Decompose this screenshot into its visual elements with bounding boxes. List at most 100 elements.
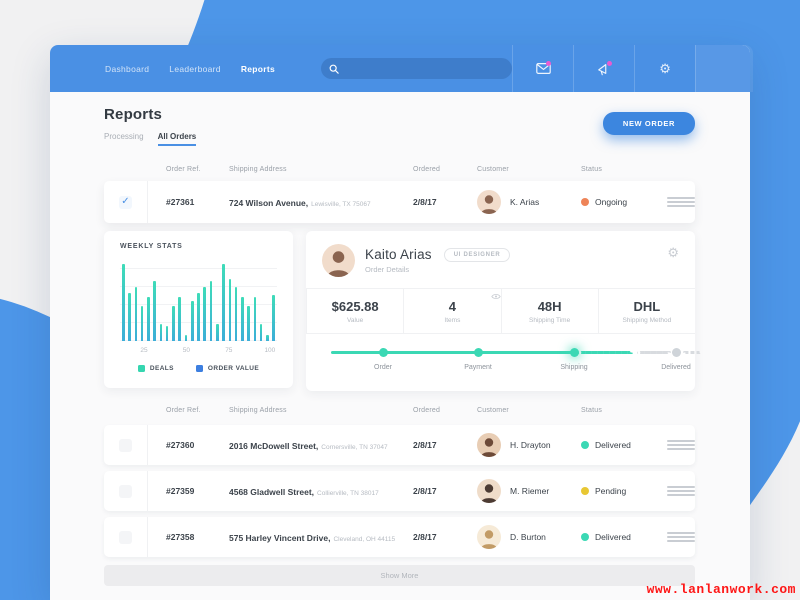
stat-shipping-method: DHL xyxy=(633,298,661,314)
search-icon xyxy=(329,64,339,74)
table-row[interactable]: ✓ #27361 724 Wilson Avenue, Lewisville, T… xyxy=(104,181,695,223)
weekly-stats-card: WEEKLY STATS 25 50 75 100 DEALS xyxy=(104,231,293,388)
mail-button[interactable] xyxy=(512,45,573,92)
order-ref: #27359 xyxy=(166,486,195,496)
status-badge: Delivered xyxy=(595,440,631,450)
status-dot xyxy=(581,487,589,495)
order-details-header: Kaito Arias UI DESIGNER Order Details ⚙ xyxy=(306,231,695,288)
watermark: www.lanlanwork.com xyxy=(646,582,796,597)
order-details-subtitle: Order Details xyxy=(365,265,410,274)
table-row[interactable]: ✓ #27360 2016 McDowell Street,Cornersvil… xyxy=(104,425,695,465)
settings-button[interactable]: ⚙ xyxy=(634,45,695,92)
order-ref: #27361 xyxy=(166,197,195,207)
middle-section: WEEKLY STATS 25 50 75 100 DEALS xyxy=(104,231,701,391)
chart-legend: DEALS ORDER VALUE xyxy=(120,365,277,372)
table-header: Order Ref. Shipping Address Ordered Cust… xyxy=(104,407,695,419)
stat-label: Shipping Time xyxy=(529,316,571,324)
tab-all-orders[interactable]: All Orders xyxy=(157,132,197,146)
progress-line-dotted-inactive xyxy=(683,351,701,354)
stat-label: Shipping Method xyxy=(622,316,672,324)
shipping-address-secondary: Cleveland, OH 44115 xyxy=(333,536,396,543)
shipping-address: 4568 Gladwell Street, xyxy=(229,487,315,497)
row-menu-icon[interactable] xyxy=(667,197,695,207)
status-dot xyxy=(581,441,589,449)
x-tick: 50 xyxy=(182,347,191,354)
column-status: Status xyxy=(581,407,603,414)
customer-name: M. Riemer xyxy=(510,486,550,496)
row-checkbox[interactable]: ✓ xyxy=(119,530,132,544)
avatar xyxy=(322,244,355,277)
customer-name: H. Drayton xyxy=(510,440,551,450)
progress-step-label: Order xyxy=(374,364,392,371)
tab-processing[interactable]: Processing xyxy=(104,132,144,141)
avatar xyxy=(477,479,501,503)
customer-full-name: Kaito Arias xyxy=(365,247,432,262)
progress-step-label: Delivered xyxy=(661,364,691,371)
status-badge: Ongoing xyxy=(595,197,628,207)
eye-icon xyxy=(491,293,501,300)
content-area: Reports Processing All Orders NEW ORDER … xyxy=(50,92,750,586)
progress-node-delivered xyxy=(672,348,681,357)
row-checkbox[interactable]: ✓ xyxy=(119,484,132,498)
ordered-date: 2/8/17 xyxy=(413,197,437,207)
status-dot xyxy=(581,198,589,206)
column-order-ref: Order Ref. xyxy=(166,166,201,173)
mail-notification-dot xyxy=(546,61,552,66)
progress-node-payment xyxy=(474,348,483,357)
progress-node-order xyxy=(379,348,388,357)
order-ref: #27358 xyxy=(166,532,195,542)
status-dot xyxy=(581,533,589,541)
column-customer: Customer xyxy=(477,166,509,173)
announcements-button[interactable] xyxy=(573,45,634,92)
check-icon: ✓ xyxy=(121,196,130,207)
gear-icon[interactable]: ⚙ xyxy=(667,245,679,260)
avatar xyxy=(477,433,501,457)
column-ordered: Ordered xyxy=(413,166,441,173)
stat-label: Items xyxy=(444,316,461,324)
avatar xyxy=(477,525,501,549)
column-order-ref: Order Ref. xyxy=(166,407,201,414)
column-status: Status xyxy=(581,166,603,173)
row-menu-icon[interactable] xyxy=(667,486,695,496)
table-row[interactable]: ✓ #27358 575 Harley Vincent Drive,Clevel… xyxy=(104,517,695,557)
legend-label-order-value: ORDER VALUE xyxy=(207,365,260,372)
nav-item-leaderboard[interactable]: Leaderboard xyxy=(169,63,221,74)
page-header: Reports Processing All Orders NEW ORDER xyxy=(104,106,695,146)
search-input[interactable] xyxy=(344,64,505,73)
row-checkbox[interactable]: ✓ xyxy=(119,195,132,209)
order-stats-row: $625.88 Value 4 Items 48H Shipping Time … xyxy=(306,288,695,334)
shipping-address: 724 Wilson Avenue, xyxy=(229,198,309,208)
weekly-stats-title: WEEKLY STATS xyxy=(120,243,183,250)
nav-item-dashboard[interactable]: Dashboard xyxy=(105,63,150,74)
customer-name: K. Arias xyxy=(510,197,540,207)
table-row[interactable]: ✓ #27359 4568 Gladwell Street,Colliervil… xyxy=(104,471,695,511)
stat-value: $625.88 xyxy=(331,298,379,314)
stat-items: 4 xyxy=(448,298,456,314)
x-tick: 100 xyxy=(264,347,276,354)
progress-line-dotted-active xyxy=(578,351,633,354)
new-order-button[interactable]: NEW ORDER xyxy=(602,112,695,135)
shipping-address: 2016 McDowell Street, xyxy=(229,441,319,451)
x-tick: 25 xyxy=(140,347,148,354)
nav-profile-cell[interactable] xyxy=(695,45,754,92)
column-shipping-address: Shipping Address xyxy=(229,166,287,173)
row-checkbox[interactable]: ✓ xyxy=(119,438,132,452)
legend-label-deals: DEALS xyxy=(149,365,174,372)
stat-shipping-time: 48H xyxy=(537,298,562,314)
row-menu-icon[interactable] xyxy=(667,532,695,542)
progress-step-label: Payment xyxy=(464,364,492,371)
search-bar[interactable] xyxy=(321,58,513,79)
top-nav: Dashboard Leaderboard Reports xyxy=(50,45,754,92)
avatar xyxy=(477,190,501,214)
shipping-address: 575 Harley Vincent Drive, xyxy=(229,533,331,543)
ordered-date: 2/8/17 xyxy=(413,486,437,496)
legend-swatch-order-value xyxy=(195,365,203,372)
progress-step-label: Shipping xyxy=(560,364,588,371)
show-more-button[interactable]: Show More xyxy=(104,565,695,586)
shipping-address-secondary: Collierville, TN 38017 xyxy=(317,490,379,497)
weekly-stats-chart xyxy=(120,264,277,341)
announcements-notification-dot xyxy=(607,61,613,66)
nav-item-reports[interactable]: Reports xyxy=(240,63,276,74)
customer-name: D. Burton xyxy=(510,532,546,542)
row-menu-icon[interactable] xyxy=(667,440,695,450)
